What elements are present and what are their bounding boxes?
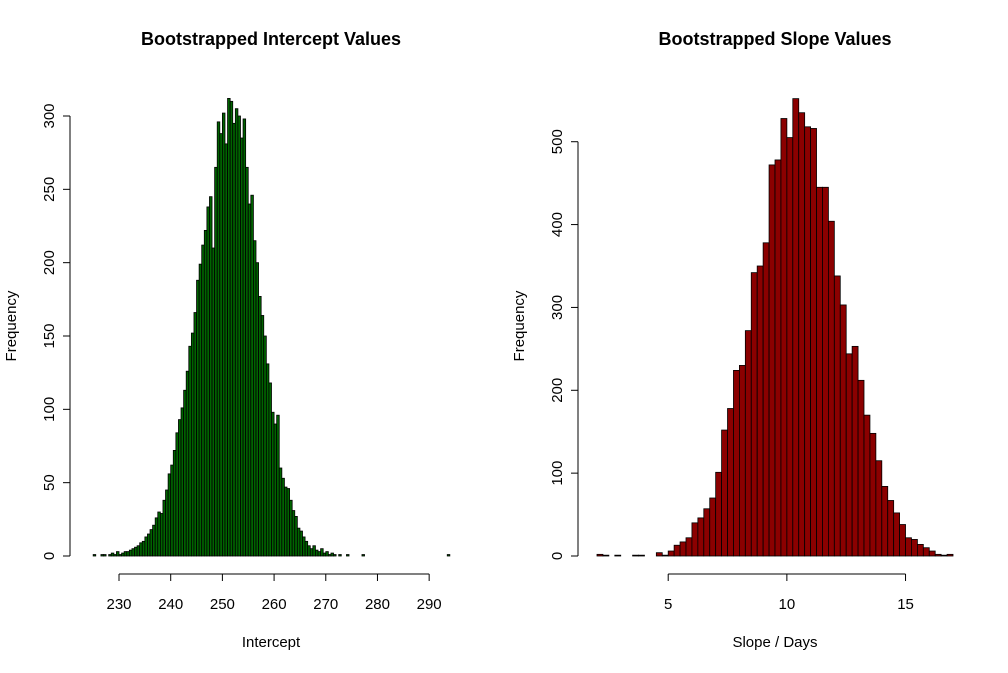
bar bbox=[768, 164, 776, 557]
y-tick-label: 300 bbox=[41, 103, 58, 128]
bar bbox=[786, 137, 794, 557]
bar bbox=[103, 554, 107, 557]
bar bbox=[614, 554, 622, 557]
bar bbox=[798, 112, 806, 557]
bar bbox=[893, 512, 901, 557]
bar bbox=[596, 553, 604, 557]
bar bbox=[833, 275, 841, 557]
bar bbox=[905, 537, 912, 557]
bar bbox=[446, 554, 451, 557]
y-axis-label: Frequency bbox=[3, 290, 20, 361]
bar bbox=[697, 517, 705, 557]
y-tick-label: 100 bbox=[549, 461, 566, 486]
bar bbox=[756, 265, 764, 557]
y-tick-label: 250 bbox=[41, 177, 58, 202]
bar bbox=[946, 553, 954, 557]
bar bbox=[733, 369, 740, 557]
bar bbox=[762, 242, 770, 557]
bar bbox=[685, 537, 693, 557]
bar bbox=[863, 414, 871, 557]
bar bbox=[703, 508, 711, 557]
y-axis-label: Frequency bbox=[511, 290, 528, 361]
bar bbox=[333, 554, 337, 557]
bar bbox=[851, 345, 859, 557]
x-tick-label: 15 bbox=[897, 596, 914, 613]
bar bbox=[116, 551, 120, 557]
bar bbox=[679, 541, 687, 557]
y-tick-label: 150 bbox=[41, 323, 58, 348]
bar bbox=[638, 554, 645, 557]
bar bbox=[857, 379, 865, 557]
bar bbox=[881, 485, 889, 557]
bar bbox=[92, 554, 97, 557]
bar bbox=[346, 554, 350, 557]
x-tick-label: 250 bbox=[210, 596, 235, 613]
y-tick-label: 500 bbox=[549, 129, 566, 154]
bar bbox=[934, 553, 942, 557]
bar bbox=[845, 353, 853, 557]
bar bbox=[320, 548, 324, 557]
y-tick-label: 0 bbox=[549, 552, 566, 560]
bar bbox=[804, 126, 812, 557]
bar bbox=[721, 429, 728, 557]
bar bbox=[739, 365, 746, 557]
bar bbox=[875, 460, 883, 557]
chart-title: Bootstrapped Slope Values bbox=[658, 29, 891, 49]
x-tick-label: 270 bbox=[313, 596, 338, 613]
x-tick-label: 280 bbox=[365, 596, 390, 613]
x-tick-label: 260 bbox=[262, 596, 287, 613]
y-tick-label: 50 bbox=[41, 474, 58, 491]
bar bbox=[839, 304, 847, 557]
bar bbox=[709, 497, 717, 557]
y-tick-label: 300 bbox=[549, 295, 566, 320]
bar bbox=[816, 186, 823, 557]
y-tick-label: 100 bbox=[41, 397, 58, 422]
bar bbox=[928, 550, 936, 557]
bar bbox=[727, 408, 734, 557]
bar bbox=[828, 220, 835, 557]
x-tick-label: 10 bbox=[779, 596, 796, 613]
y-tick-label: 200 bbox=[41, 250, 58, 275]
y-tick-label: 200 bbox=[549, 378, 566, 403]
x-tick-label: 230 bbox=[106, 596, 131, 613]
x-tick-label: 240 bbox=[158, 596, 183, 613]
x-tick-label: 290 bbox=[417, 596, 442, 613]
bar bbox=[602, 554, 610, 557]
bar bbox=[810, 128, 817, 557]
bar bbox=[911, 539, 918, 557]
bar bbox=[655, 552, 663, 557]
bar bbox=[940, 554, 948, 557]
x-axis-label: Slope / Days bbox=[732, 634, 817, 651]
bar bbox=[899, 524, 906, 557]
bar bbox=[774, 159, 782, 557]
bar bbox=[667, 550, 675, 557]
bar bbox=[750, 272, 758, 557]
bar bbox=[325, 551, 329, 557]
bar bbox=[822, 186, 829, 557]
bar bbox=[338, 554, 342, 557]
x-tick-label: 5 bbox=[664, 596, 672, 613]
y-tick-label: 0 bbox=[41, 552, 58, 560]
bar bbox=[792, 98, 800, 557]
bar bbox=[661, 554, 669, 557]
chart-title: Bootstrapped Intercept Values bbox=[141, 29, 401, 49]
bar bbox=[361, 554, 365, 557]
bar bbox=[691, 522, 699, 557]
bar bbox=[869, 432, 877, 557]
bar bbox=[922, 547, 930, 557]
bar bbox=[917, 544, 924, 557]
x-axis-label: Intercept bbox=[242, 634, 301, 651]
y-tick-label: 400 bbox=[549, 212, 566, 237]
bar bbox=[744, 330, 752, 557]
bar bbox=[632, 554, 639, 557]
bar bbox=[673, 544, 681, 557]
bar bbox=[715, 471, 723, 557]
bar bbox=[887, 500, 895, 557]
bar bbox=[780, 118, 788, 557]
